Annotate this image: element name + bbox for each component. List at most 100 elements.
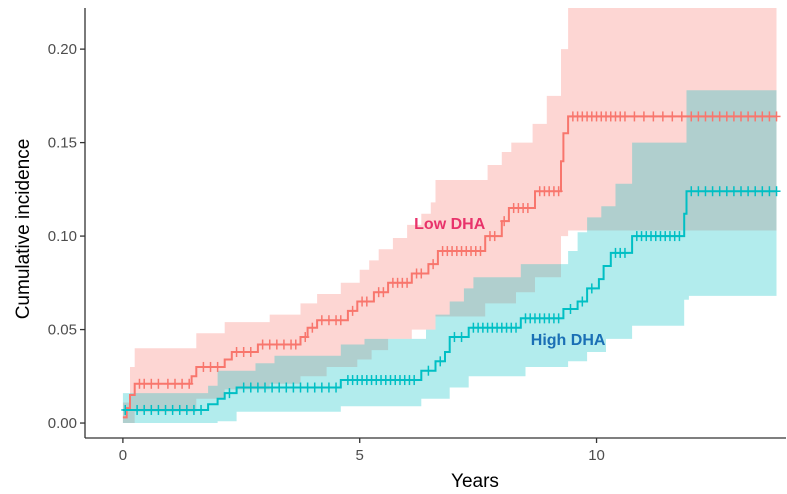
low-dha-censor-mark [758,111,767,122]
low-dha-censor-mark [265,339,274,350]
low-dha-censor-mark [317,315,326,326]
low-dha-censor-mark [737,111,746,122]
high-dha-censor-mark [578,296,587,307]
x-tick-label: 5 [356,447,364,464]
high-dha-censor-mark [772,186,781,197]
high-dha-censor-mark [324,382,333,393]
low-dha-censor-mark [554,186,563,197]
low-dha-censor-mark [694,111,703,122]
low-dha-censor-mark [765,111,774,122]
low-dha-censor-mark [668,111,677,122]
high-dha-censor-mark [675,231,684,242]
low-dha-censor-mark [687,111,696,122]
high-dha-censor-mark [722,186,731,197]
low-dha-censor-mark [744,111,753,122]
high-dha-censor-mark [140,404,149,415]
low-dha-censor-mark [336,315,345,326]
high-dha-censor-mark [239,382,248,393]
high-dha-censor-mark [620,247,629,258]
high-dha-censor-mark [701,186,710,197]
low-dha-censor-mark [362,296,371,307]
y-tick-label: 0.10 [48,228,77,245]
high-dha-censor-mark [168,404,177,415]
low-dha-censor-mark [630,111,639,122]
x-tick-label: 0 [119,447,127,464]
low-dha-confidence-band [122,8,777,423]
low-dha-censor-mark [772,111,781,122]
high-dha-censor-mark [197,404,206,415]
low-dha-censor-mark [258,339,267,350]
high-dha-censor-mark [729,186,738,197]
high-dha-censor-mark [715,186,724,197]
high-dha-censor-mark [737,186,746,197]
low-dha-censor-mark [649,111,658,122]
low-dha-annotation: Low DHA [414,216,486,233]
high-dha-censor-mark [310,382,319,393]
low-dha-censor-mark [701,111,710,122]
low-dha-censor-mark [206,361,215,372]
low-dha-censor-mark [677,111,686,122]
high-dha-censor-mark [587,283,596,294]
high-dha-censor-mark [182,404,191,415]
high-dha-censor-mark [225,388,234,399]
low-dha-censor-mark [140,378,149,389]
high-dha-censor-mark [289,382,298,393]
high-dha-censor-mark [296,382,305,393]
low-dha-censor-mark [490,231,499,242]
high-dha-censor-mark [765,186,774,197]
low-dha-censor-mark [239,347,248,357]
high-dha-annotation: High DHA [531,332,606,349]
high-dha-censor-mark [744,186,753,197]
high-dha-censor-mark [133,404,142,415]
low-dha-censor-mark [170,378,179,389]
low-dha-censor-mark [324,315,333,326]
low-dha-censor-mark [147,378,156,389]
low-dha-censor-mark [279,339,288,350]
high-dha-censor-mark [253,382,262,393]
high-dha-censor-mark [154,404,163,415]
low-dha-censor-mark [199,361,208,372]
high-dha-censor-mark [708,186,717,197]
high-dha-censor-mark [317,382,326,393]
high-dha-censor-mark [694,186,703,197]
high-dha-censor-mark [121,404,130,415]
low-dha-censor-mark [272,339,281,350]
low-dha-censor-mark [185,378,194,389]
axes: 0.00 0.05 0.10 0.15 0.20 0 5 10 [48,8,786,464]
high-dha-censor-mark [410,375,419,386]
low-dha-censor-mark [639,111,648,122]
high-dha-censor-mark [554,313,563,324]
high-dha-censor-mark [424,365,433,376]
low-dha-censor-mark [500,216,509,227]
y-tick-label: 0.15 [48,135,77,152]
low-dha-censor-mark [232,347,241,357]
high-dha-censor-mark [282,382,291,393]
low-dha-censor-mark [729,111,738,122]
low-dha-censor-mark [658,111,667,122]
y-tick-label: 0.00 [48,415,77,432]
low-dha-censor-mark [246,347,255,357]
low-dha-censor-mark [403,277,412,288]
high-dha-confidence-band [122,90,777,424]
low-dha-censor-mark [348,305,357,316]
low-dha-censor-mark [308,322,317,333]
high-dha-censor-mark [450,332,459,343]
low-dha-censor-mark [751,111,760,122]
high-dha-censor-mark [275,382,284,393]
y-tick-label: 0.20 [48,41,77,58]
high-dha-censor-mark [436,356,445,367]
low-dha-censor-mark [178,378,187,389]
low-dha-censor-mark [213,361,222,372]
high-dha-censor-mark [260,382,269,393]
y-axis-title: Cumulative incidence [13,139,34,320]
high-dha-censor-mark [758,186,767,197]
low-dha-censor-mark [429,259,438,270]
low-dha-censor-mark [523,203,532,214]
low-dha-censor-mark [154,378,163,389]
x-tick-label: 10 [588,447,605,464]
low-dha-censor-mark [379,287,388,298]
high-dha-censor-mark [303,382,312,393]
low-dha-censor-mark [708,111,717,122]
censor-marks [121,111,781,415]
